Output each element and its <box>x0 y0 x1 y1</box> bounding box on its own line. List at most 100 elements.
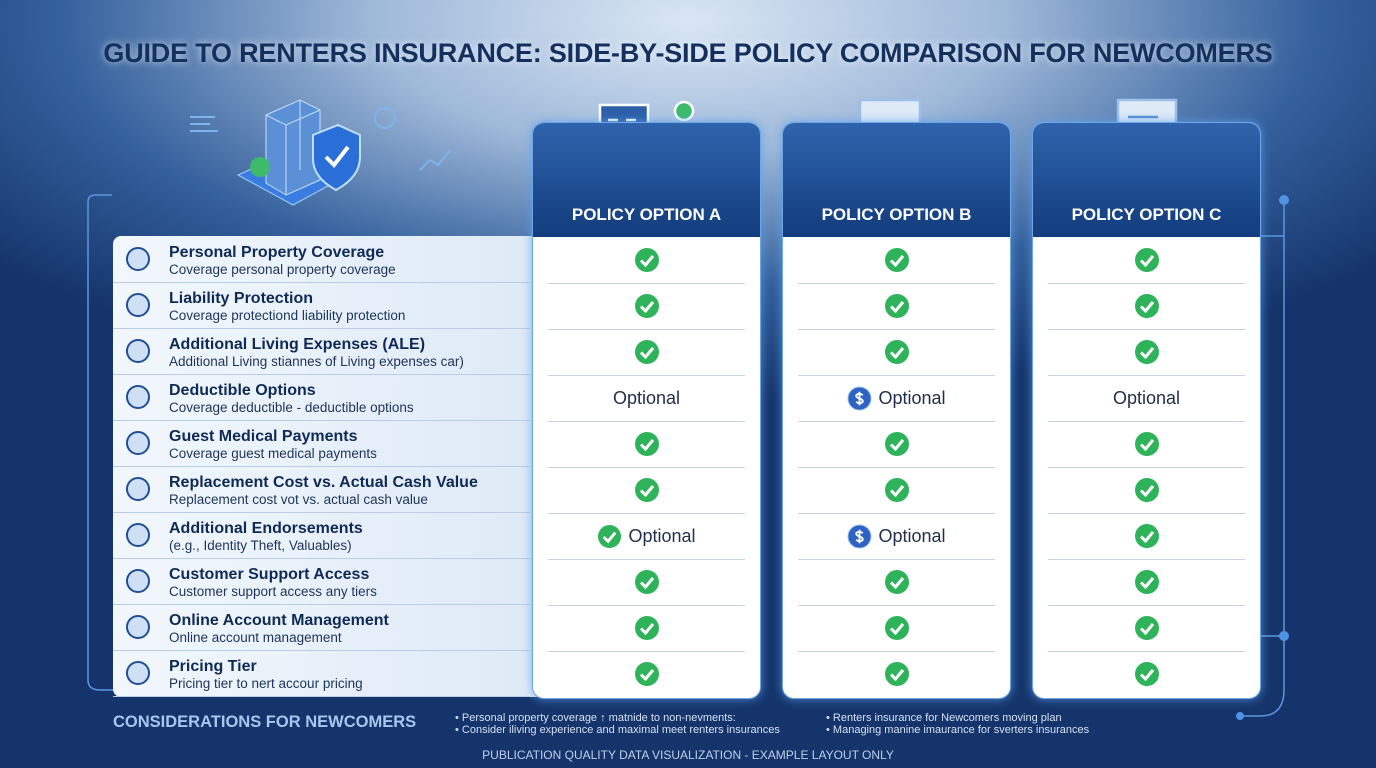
row-separator <box>1048 559 1245 560</box>
option-column: POLICY OPTION C Optional <box>1032 122 1261 699</box>
dollar-glyph <box>855 391 865 405</box>
feature-description: Coverage protectiond liability protectio… <box>169 308 406 323</box>
option-cell <box>783 467 1010 513</box>
feature-icon <box>126 661 150 685</box>
dollar-icon <box>847 385 872 411</box>
option-cell <box>533 651 760 697</box>
check-icon <box>884 294 909 318</box>
option-name: POLICY OPTION A <box>571 205 722 224</box>
feature-description: Coverage deductible - deductible options <box>169 400 414 415</box>
check-circle <box>884 340 909 364</box>
feature-icon <box>126 247 150 271</box>
feature-description: Online account management <box>169 630 342 645</box>
option-header: POLICY OPTION B <box>783 123 1010 237</box>
check-icon <box>634 616 659 640</box>
cell-text: Optional <box>612 387 681 408</box>
check-circle <box>884 616 909 640</box>
row-separator <box>1048 651 1245 652</box>
check-icon <box>1134 616 1159 640</box>
check-circle <box>1134 248 1159 272</box>
dollar-icon <box>847 523 872 549</box>
row-separator <box>798 421 995 422</box>
check-glyph <box>889 577 904 590</box>
option-cell <box>533 329 760 375</box>
option-cell <box>1033 559 1260 605</box>
check-icon <box>634 478 659 502</box>
check-icon <box>884 570 909 594</box>
row-separator <box>1048 513 1245 514</box>
feature-row: Online Account Management Online account … <box>113 604 530 651</box>
feature-description: Coverage guest medical payments <box>169 446 377 461</box>
feature-row: Customer Support Access Customer support … <box>113 558 530 605</box>
check-glyph <box>889 669 904 682</box>
check-circle <box>1134 294 1159 318</box>
check-circle <box>634 570 659 594</box>
option-cell <box>783 329 1010 375</box>
option-cell <box>533 605 760 651</box>
row-separator <box>1048 421 1245 422</box>
check-icon <box>1134 340 1159 364</box>
check-glyph <box>889 255 904 268</box>
check-icon <box>1134 478 1159 502</box>
row-separator <box>1048 329 1245 330</box>
check-circle <box>884 432 909 456</box>
feature-icon <box>126 569 150 593</box>
row-separator <box>1048 283 1245 284</box>
row-separator <box>798 605 995 606</box>
option-cell <box>533 559 760 605</box>
feature-icon-shape <box>126 661 150 685</box>
check-circle <box>884 662 909 686</box>
check-glyph <box>889 623 904 636</box>
cell-text: Optional <box>878 387 946 408</box>
check-circle <box>634 340 659 364</box>
check-circle <box>884 248 909 272</box>
considerations-heading: CONSIDERATIONS FOR NEWCOMERS <box>113 713 417 731</box>
feature-row: Additional Living Expenses (ALE) Addition… <box>113 328 530 375</box>
consideration-note: Renters insurance for Newcomers moving p… <box>826 712 1062 724</box>
title: GUIDE TO RENTERS INSURANCE: SIDE-BY-SIDE… <box>103 38 1273 68</box>
option-cell <box>783 605 1010 651</box>
option-cell <box>1033 467 1260 513</box>
feature-name: Additional Living Expenses (ALE) <box>169 336 426 353</box>
feature-name: Guest Medical Payments <box>169 428 358 445</box>
feature-row: Deductible Options Coverage deductible - … <box>113 374 530 421</box>
feature-icon-shape <box>126 339 150 363</box>
feature-row: Additional Endorsements (e.g., Identity T… <box>113 512 530 559</box>
feature-description: Additional Living stiannes of Living exp… <box>169 354 464 369</box>
check-glyph <box>639 485 654 498</box>
check-icon <box>884 340 909 364</box>
check-glyph <box>1139 255 1154 268</box>
check-glyph <box>1139 531 1154 544</box>
check-circle <box>598 524 622 548</box>
feature-icon-shape <box>126 431 150 455</box>
row-separator <box>1048 605 1245 606</box>
check-icon <box>634 294 659 318</box>
consideration-note: Consider iliving experience and maximal … <box>455 724 780 736</box>
dollar-glyph <box>855 529 865 543</box>
check-glyph <box>1139 347 1154 360</box>
check-icon <box>884 478 909 502</box>
row-separator <box>548 513 745 514</box>
feature-row: Pricing Tier Pricing tier to nert accour … <box>113 650 530 697</box>
row-separator <box>1048 467 1245 468</box>
option-cell <box>783 559 1010 605</box>
option-cell <box>783 237 1010 283</box>
option-cell: Optional <box>1033 375 1260 421</box>
check-circle <box>1134 662 1159 686</box>
feature-icon <box>126 339 150 363</box>
row-separator <box>548 283 745 284</box>
option-cell <box>783 283 1010 329</box>
check-circle <box>1134 570 1159 594</box>
feature-name: Personal Property Coverage <box>169 244 385 261</box>
check-glyph <box>1139 669 1154 682</box>
row-separator <box>798 513 995 514</box>
check-glyph <box>639 669 654 682</box>
option-cell <box>533 237 760 283</box>
option-cell <box>1033 421 1260 467</box>
option-cell <box>1033 283 1260 329</box>
feature-row: Replacement Cost vs. Actual Cash Value Re… <box>113 466 530 513</box>
feature-name: Pricing Tier <box>169 658 257 675</box>
check-icon <box>634 662 659 686</box>
option-column: POLICY OPTION A Optional Optional <box>532 122 761 699</box>
